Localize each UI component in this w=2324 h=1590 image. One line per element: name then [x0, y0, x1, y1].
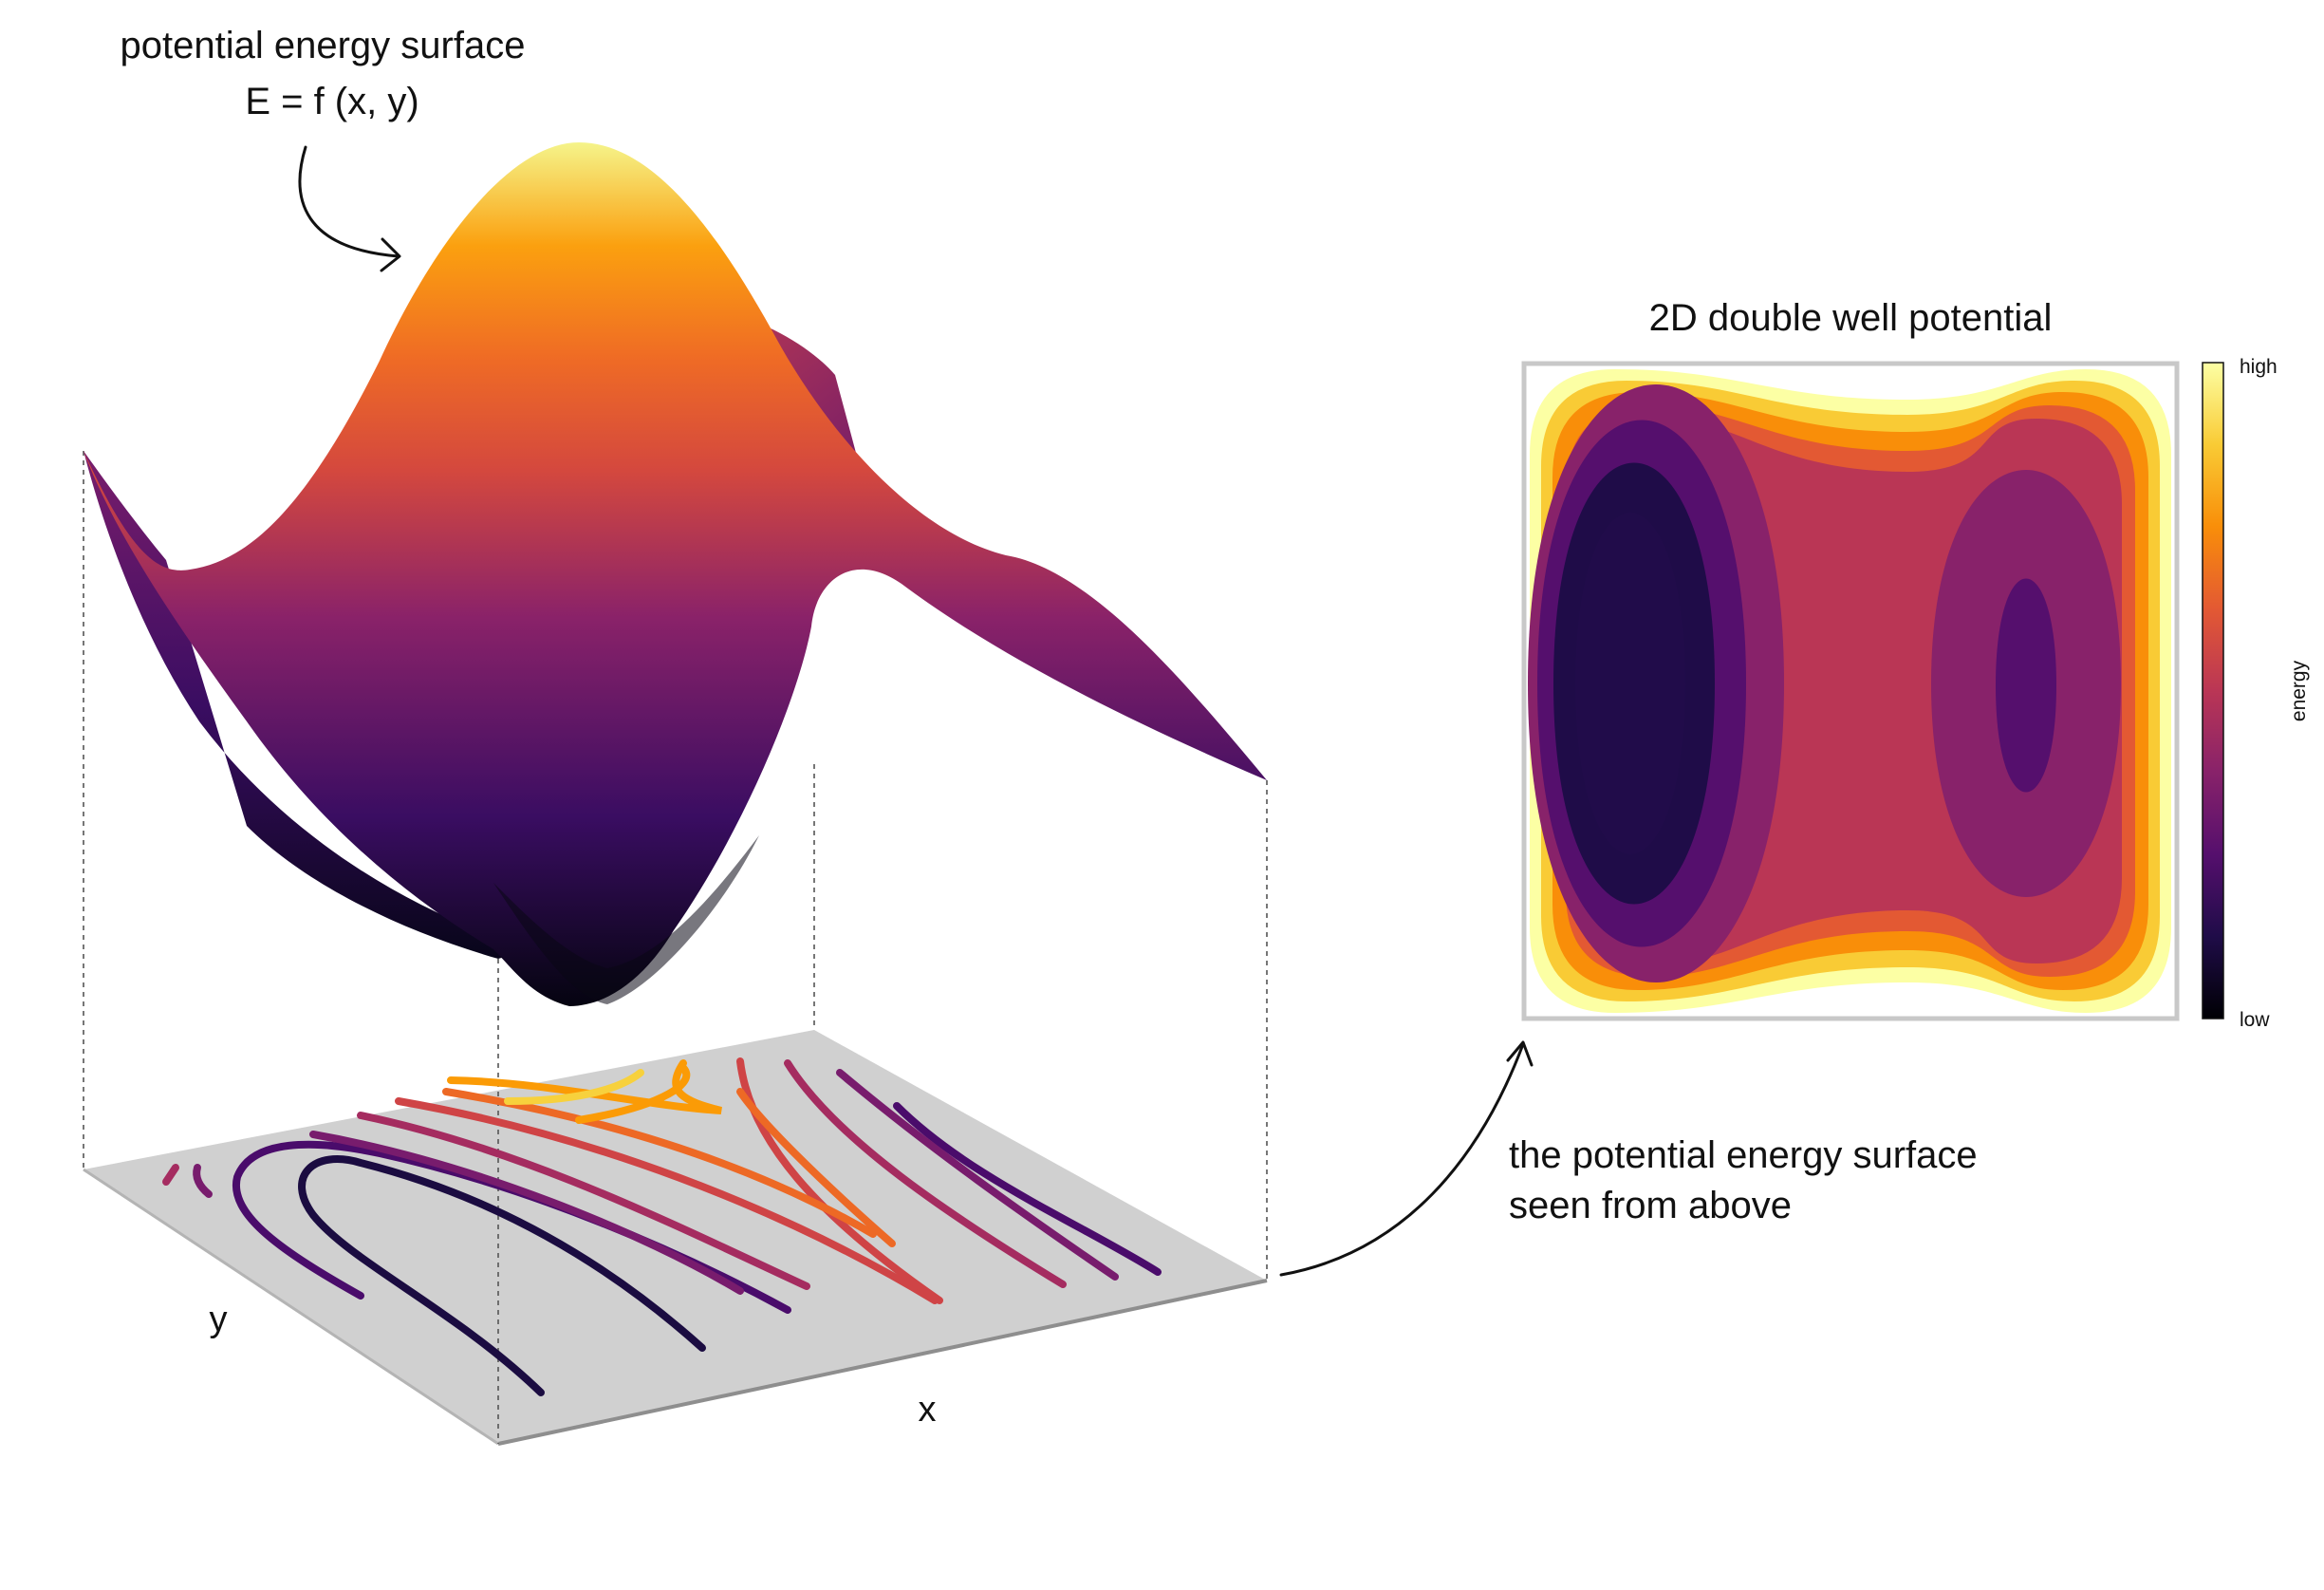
x-axis-edge	[497, 1279, 1268, 1446]
heatmap-contours	[1528, 369, 2171, 1013]
surface-arrow	[298, 145, 401, 272]
contour-line	[162, 1164, 179, 1186]
contour-line	[836, 1069, 1119, 1281]
contour-line	[309, 1131, 744, 1295]
contour-line	[736, 1088, 896, 1247]
surface-title: potential energy surface	[121, 25, 526, 66]
contour-line	[193, 1164, 213, 1198]
y-axis-label: y	[210, 1300, 228, 1339]
arrow-head-icon	[380, 237, 401, 272]
projection-guides	[83, 451, 1268, 1444]
floor-contours	[162, 1057, 1162, 1396]
contour-line	[575, 1064, 691, 1124]
surface-main	[84, 142, 1267, 1006]
colorbar-low-label: low	[2240, 1009, 2270, 1031]
arrow-curve	[1279, 1042, 1525, 1277]
surface-left-side	[84, 451, 531, 959]
contour-line	[504, 1069, 644, 1105]
heatmap-title: 2D double well potential	[1649, 297, 2053, 339]
caption-arrow	[1279, 1040, 1534, 1277]
floor-plane	[83, 1030, 1268, 1446]
heatmap	[1521, 361, 2180, 1021]
contour-line	[736, 1057, 943, 1304]
contour-line	[298, 1155, 706, 1396]
heatmap-band	[1575, 513, 1685, 854]
floor-surface	[84, 1030, 1267, 1444]
surface-well-shadow	[493, 835, 759, 1004]
contour-line	[395, 1097, 939, 1304]
y-axis-edge	[83, 1168, 499, 1446]
contour-line	[893, 1102, 1162, 1276]
caption-line-1: the potential energy surface	[1509, 1134, 1978, 1176]
surface-formula: E = f (x, y)	[245, 81, 418, 122]
arrow-curve	[298, 145, 400, 258]
contour-line	[784, 1059, 1067, 1288]
contour-line	[357, 1112, 810, 1290]
heatmap-band	[1996, 578, 2056, 793]
arrow-head-icon	[1506, 1040, 1534, 1067]
colorbar-gradient	[2202, 362, 2224, 1019]
colorbar: high low energy	[2202, 356, 2310, 1031]
caption-line-2: seen from above	[1509, 1185, 1792, 1226]
x-axis-label: x	[919, 1390, 937, 1430]
colorbar-title: energy	[2288, 660, 2310, 721]
potential-energy-surface	[84, 142, 1267, 1006]
colorbar-high-label: high	[2240, 356, 2278, 378]
